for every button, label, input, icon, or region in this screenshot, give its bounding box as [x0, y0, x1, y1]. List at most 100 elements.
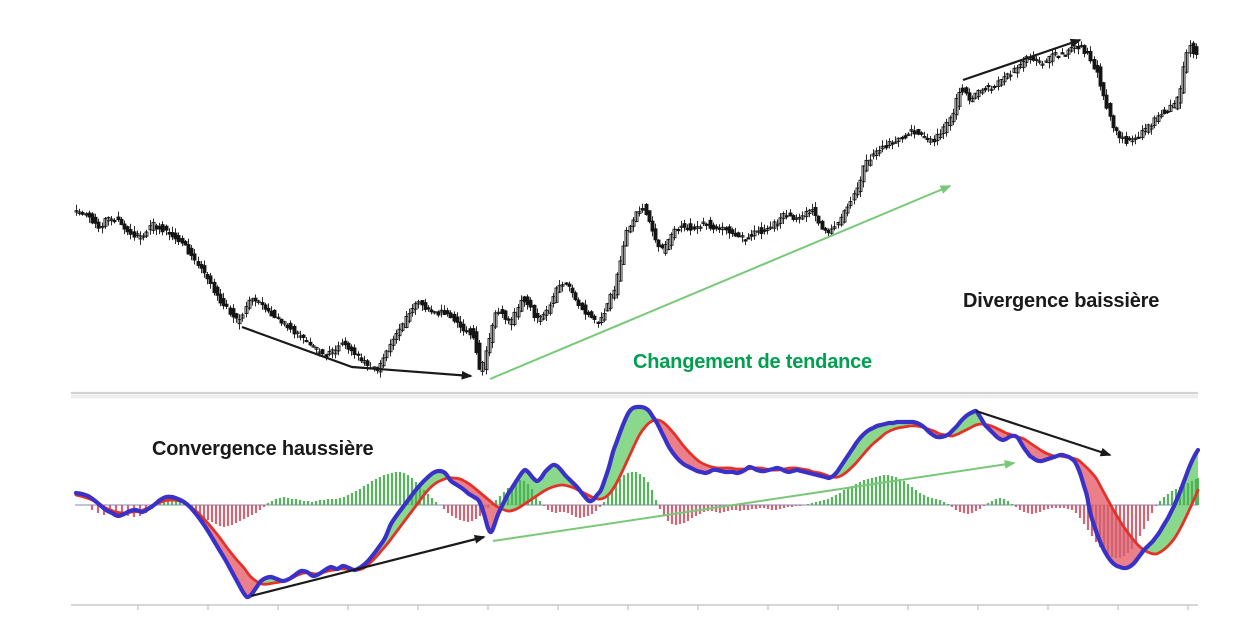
histogram-bar-negative [1018, 505, 1022, 510]
histogram-bar-negative [1118, 505, 1122, 558]
histogram-bar-negative [96, 505, 100, 513]
histogram-bar-positive [642, 477, 646, 505]
histogram-bar-positive [354, 491, 358, 505]
histogram-bar-negative [1126, 505, 1130, 553]
histogram-bar-negative [222, 505, 226, 527]
histogram-bar-positive [534, 495, 538, 505]
histogram-bar-negative [120, 505, 124, 514]
bull-fill-area [947, 411, 984, 436]
histogram-bar-positive [526, 484, 530, 505]
histogram-bar-positive [878, 476, 882, 505]
histogram-bar-positive [278, 498, 282, 505]
histogram-bar-positive [1006, 501, 1010, 505]
bull-fill-area [595, 407, 655, 499]
histogram-bar-negative [1122, 505, 1126, 556]
histogram-bar-negative [1094, 505, 1098, 542]
histogram-bar-negative [794, 505, 798, 506]
histogram-bar-negative [1050, 505, 1054, 508]
histogram-bar-positive [406, 475, 410, 505]
histogram-bar-negative [598, 505, 602, 507]
histogram-bar-negative [718, 505, 722, 513]
histogram-bar-negative [210, 505, 214, 522]
histogram-bar-negative [450, 505, 454, 516]
histogram-bar-negative [90, 505, 94, 510]
histogram-bar-positive [634, 472, 638, 505]
histogram-bar-negative [1130, 505, 1134, 549]
histogram-bar-positive [630, 472, 634, 505]
histogram-bar-positive [366, 484, 370, 505]
histogram-bar-positive [338, 498, 342, 505]
histogram-bar-positive [990, 501, 994, 505]
histogram-bar-positive [814, 502, 818, 505]
convergence-haussiere-label: Convergence haussière [152, 438, 374, 460]
histogram-bar-negative [738, 505, 742, 511]
histogram-bar-negative [978, 505, 982, 509]
histogram-bar-negative [1058, 505, 1062, 508]
histogram-bar-positive [538, 501, 542, 505]
histogram-bar-positive [286, 498, 290, 505]
histogram-bar-positive [870, 478, 874, 505]
histogram-bar-positive [894, 477, 898, 505]
histogram-bar-positive [1158, 501, 1162, 505]
histogram-bar-negative [958, 505, 962, 512]
histogram-bar-positive [402, 473, 406, 505]
macd-histogram [90, 472, 1200, 558]
histogram-bar-negative [954, 505, 958, 510]
histogram-bar-negative [194, 505, 198, 513]
histogram-bar-positive [818, 501, 822, 505]
bear-fill-area [1016, 436, 1056, 461]
histogram-bar-positive [346, 495, 350, 505]
histogram-bar-positive [618, 479, 622, 505]
histogram-bar-positive [606, 496, 610, 505]
histogram-bar-negative [678, 505, 682, 524]
histogram-bar-positive [1170, 491, 1174, 505]
histogram-bar-negative [1102, 505, 1106, 551]
histogram-bar-positive [522, 481, 526, 505]
histogram-bar-positive [382, 475, 386, 505]
histogram-bar-positive [914, 490, 918, 505]
axes-group [71, 391, 1198, 610]
histogram-bar-positive [850, 486, 854, 505]
histogram-bar-positive [942, 502, 946, 505]
histogram-bar-positive [434, 502, 438, 505]
histogram-bar-positive [298, 500, 302, 505]
histogram-bar-positive [898, 479, 902, 505]
histogram-bar-negative [550, 505, 554, 512]
histogram-bar-negative [974, 505, 978, 511]
histogram-bar-negative [230, 505, 234, 525]
histogram-bar-negative [1030, 505, 1034, 514]
histogram-bar-negative [1046, 505, 1050, 509]
histogram-bar-negative [786, 505, 790, 507]
histogram-bar-negative [582, 505, 586, 517]
histogram-bar-negative [442, 505, 446, 509]
bearish-divergence-arrow-macd [975, 409, 1112, 457]
histogram-bar-negative [214, 505, 218, 524]
histogram-bar-positive [418, 486, 422, 505]
histogram-bar-negative [666, 505, 670, 521]
histogram-bar-positive [998, 498, 1002, 505]
histogram-bar-positive [1002, 499, 1006, 505]
histogram-bar-positive [986, 503, 990, 505]
histogram-bar-negative [1082, 505, 1086, 524]
macd-line [73, 404, 1201, 600]
histogram-bar-negative [982, 505, 986, 506]
histogram-bar-positive [294, 499, 298, 505]
histogram-bar-negative [586, 505, 590, 516]
histogram-bar-negative [238, 505, 242, 521]
histogram-bar-negative [574, 505, 578, 517]
histogram-bar-positive [514, 482, 518, 505]
higher-lows-arrow-macd [250, 535, 486, 598]
histogram-bar-negative [558, 505, 562, 512]
histogram-bar-negative [250, 505, 254, 515]
histogram-bar-positive [874, 477, 878, 505]
histogram-bar-positive [334, 499, 338, 505]
histogram-bar-positive [626, 473, 630, 505]
histogram-bar-negative [782, 505, 786, 508]
histogram-bar-positive [274, 499, 278, 505]
histogram-bar-negative [658, 505, 662, 509]
histogram-bar-positive [810, 503, 814, 505]
histogram-bar-negative [570, 505, 574, 515]
histogram-bar-positive [1186, 483, 1190, 505]
